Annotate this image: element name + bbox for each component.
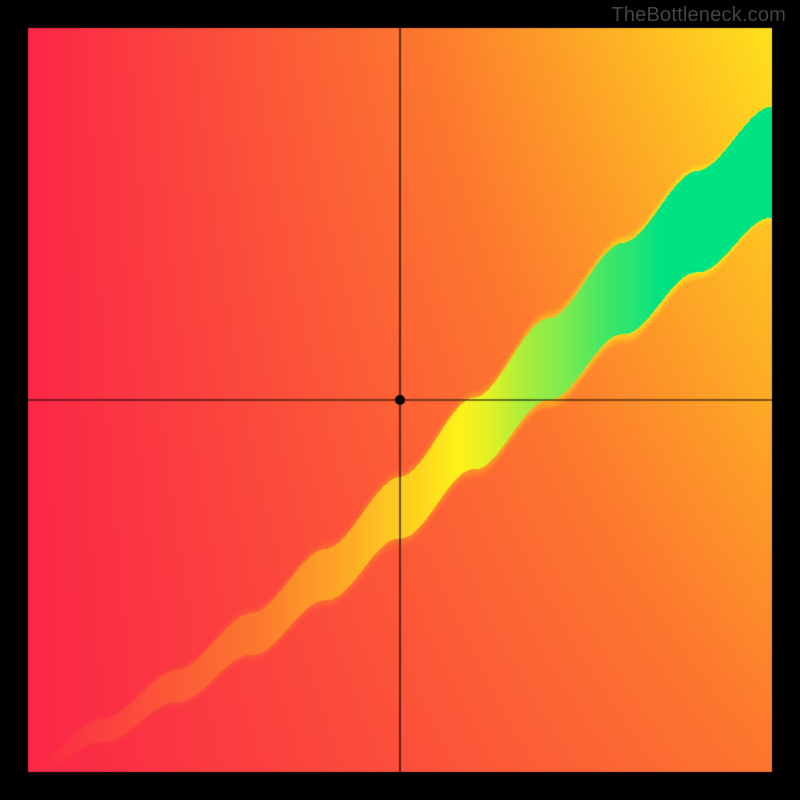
heatmap-canvas bbox=[0, 0, 800, 800]
chart-container: TheBottleneck.com bbox=[0, 0, 800, 800]
watermark-text: TheBottleneck.com bbox=[611, 4, 786, 27]
